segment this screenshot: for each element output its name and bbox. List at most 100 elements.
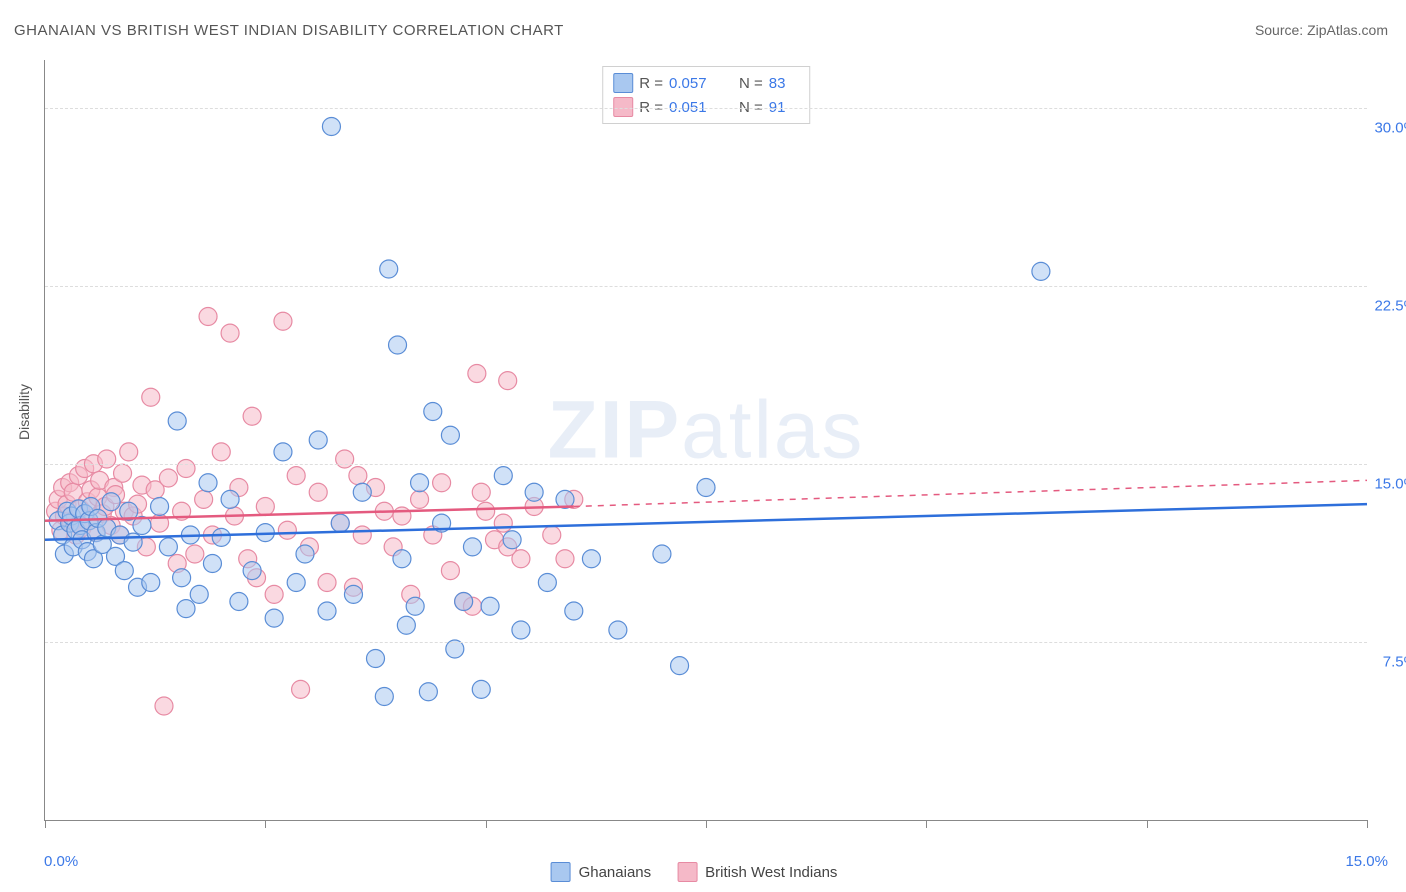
legend-row: R =0.057N =83 [613,71,799,95]
scatter-point [265,609,283,627]
scatter-point [278,521,296,539]
gridline [45,642,1367,643]
y-tick-label: 30.0% [1357,119,1406,136]
scatter-point [221,324,239,342]
scatter-point [468,365,486,383]
scatter-point [114,464,132,482]
scatter-point [230,593,248,611]
x-tick-label-left: 0.0% [44,853,78,870]
scatter-point [393,507,411,525]
scatter-point [565,602,583,620]
x-tick [1367,820,1368,828]
scatter-point [331,514,349,532]
x-tick [1147,820,1148,828]
scatter-point [190,585,208,603]
scatter-point [221,490,239,508]
scatter-point [243,562,261,580]
y-tick-label: 15.0% [1357,475,1406,492]
scatter-point [212,528,230,546]
scatter-point [115,562,133,580]
trend-line-dashed [574,480,1367,506]
scatter-point [411,490,429,508]
y-tick-label: 22.5% [1357,297,1406,314]
scatter-point [199,308,217,326]
scatter-point [142,574,160,592]
scatter-point [256,498,274,516]
legend-r-value: 0.057 [669,75,719,92]
scatter-point [177,460,195,478]
scatter-point [441,562,459,580]
scatter-point [159,538,177,556]
x-tick [926,820,927,828]
scatter-point [296,545,314,563]
scatter-point [274,443,292,461]
scatter-point [309,483,327,501]
scatter-point [186,545,204,563]
y-axis-label: Disability [16,384,32,440]
chart-plot-area: ZIPatlas R =0.057N =83R =0.051N =91 7.5%… [44,60,1367,821]
scatter-point [538,574,556,592]
scatter-point [159,469,177,487]
scatter-point [318,574,336,592]
scatter-point [512,621,530,639]
legend-n-label: N = [739,75,763,92]
scatter-point [472,680,490,698]
scatter-point [582,550,600,568]
scatter-point [411,474,429,492]
scatter-point [494,467,512,485]
scatter-point [287,574,305,592]
scatter-point [499,372,517,390]
scatter-point [142,388,160,406]
legend-n-value: 83 [769,75,799,92]
scatter-point [1032,262,1050,280]
scatter-point [151,498,169,516]
scatter-point [102,493,120,511]
x-tick [45,820,46,828]
scatter-point [318,602,336,620]
scatter-point [155,697,173,715]
scatter-point [433,474,451,492]
x-tick-label-right: 15.0% [1345,853,1388,870]
trend-line [45,504,1367,540]
legend-swatch [677,862,697,882]
scatter-point [336,450,354,468]
scatter-point [609,621,627,639]
gridline [45,286,1367,287]
scatter-point [375,688,393,706]
scatter-point [292,680,310,698]
scatter-point [98,450,116,468]
chart-title: GHANAIAN VS BRITISH WEST INDIAN DISABILI… [14,22,564,39]
scatter-point [177,600,195,618]
legend-swatch [613,73,633,93]
scatter-point [441,426,459,444]
scatter-point [168,412,186,430]
scatter-point [556,550,574,568]
scatter-point [424,403,442,421]
scatter-point [322,118,340,136]
scatter-point [389,336,407,354]
legend-label: Ghanaians [579,864,652,881]
scatter-point [274,312,292,330]
scatter-point [455,593,473,611]
scatter-point [653,545,671,563]
scatter-point [349,467,367,485]
scatter-point [525,483,543,501]
y-tick-label: 7.5% [1357,653,1406,670]
scatter-point [380,260,398,278]
scatter-point [265,585,283,603]
scatter-point [419,683,437,701]
scatter-point [397,616,415,634]
scatter-point [494,514,512,532]
scatter-point [203,555,221,573]
scatter-point [243,407,261,425]
gridline [45,108,1367,109]
scatter-point [120,443,138,461]
chart-source: Source: ZipAtlas.com [1255,22,1388,38]
series-legend: GhanaiansBritish West Indians [551,862,856,882]
scatter-point [393,550,411,568]
scatter-point [472,483,490,501]
scatter-point [199,474,217,492]
scatter-point [503,531,521,549]
scatter-point [481,597,499,615]
scatter-point [195,490,213,508]
